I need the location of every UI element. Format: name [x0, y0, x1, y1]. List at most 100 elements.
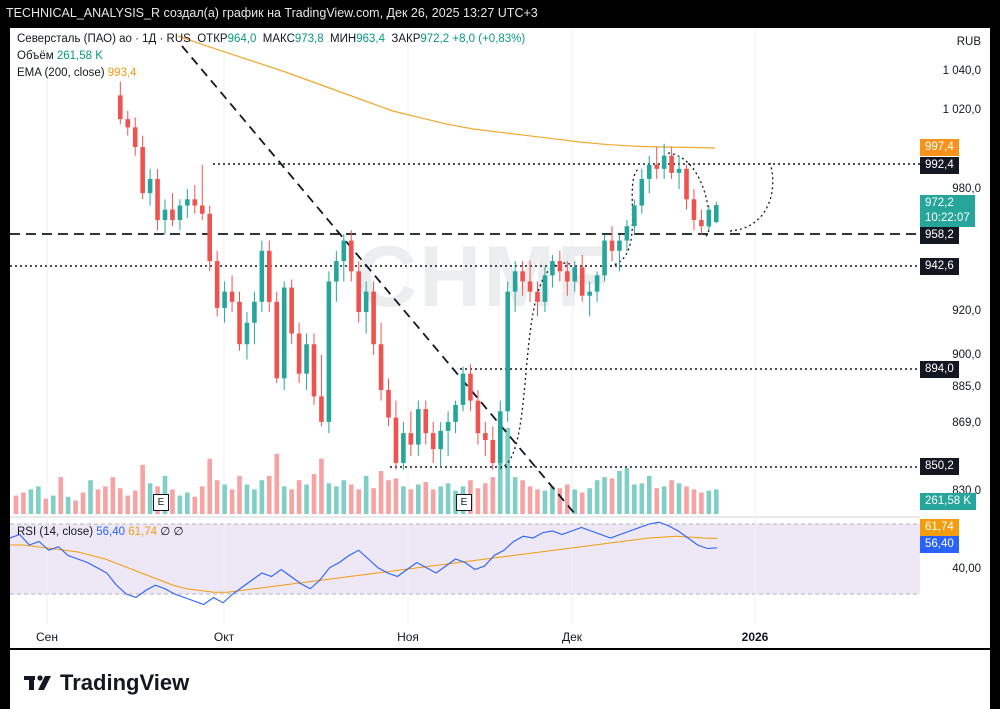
symbol-legend[interactable]: Северсталь (ПАО) ао · 1Д · RUS ОТКР964,0…	[17, 33, 525, 45]
rsi-legend[interactable]: RSI (14, close) 56,40 61,74 ∅ ∅	[17, 524, 183, 538]
volume-bar	[125, 495, 131, 514]
brand-name: TradingView	[60, 670, 190, 695]
rsi-ma-tag: 61,74	[920, 519, 959, 536]
candle-body	[334, 261, 339, 282]
x-label-2026: 2026	[741, 630, 769, 644]
volume-bar	[557, 488, 563, 514]
volume-bar	[103, 486, 108, 514]
candle-body	[468, 373, 473, 401]
volume-bar	[28, 489, 34, 514]
candle-body	[699, 219, 704, 227]
main-chart-svg[interactable]	[10, 28, 920, 648]
close-value: 972,2	[420, 33, 450, 45]
candle-body	[520, 271, 525, 282]
price-tick-885: 885,0	[952, 381, 981, 393]
volume-bar	[356, 489, 361, 514]
volume-bar	[587, 488, 592, 514]
change-value: +8,0 (+0,83%)	[452, 33, 526, 45]
earnings-marker-1[interactable]: E	[153, 494, 169, 511]
candle-body	[646, 164, 652, 179]
candle-body	[237, 301, 242, 345]
low-label: МИН	[330, 33, 357, 45]
candle-body	[267, 250, 272, 302]
volume-bar	[296, 480, 302, 514]
chart-pane[interactable]: CHMF Северсталь (ПАО) ао · 1Д · RUS ОТКР…	[10, 28, 920, 648]
earnings-marker-2[interactable]: E	[456, 494, 472, 511]
chart-header-text: TECHNICAL_ANALYSIS_R создал(а) график на…	[6, 6, 538, 20]
volume-bar	[617, 471, 622, 514]
candle-body	[401, 433, 406, 463]
volume-bar	[304, 484, 309, 514]
volume-bar	[475, 488, 481, 514]
candle-body	[557, 261, 563, 272]
tradingview-logo[interactable]: TradingView	[24, 670, 189, 696]
candle-body	[252, 301, 257, 323]
volume-bar	[311, 474, 317, 514]
volume-bar	[73, 500, 78, 514]
candle-body	[214, 261, 220, 308]
candle-body	[356, 271, 361, 312]
candle-body	[296, 333, 302, 374]
rsi-ma-line	[10, 535, 718, 593]
symbol-name[interactable]: Северсталь (ПАО) ао · 1Д · RUS	[17, 33, 191, 45]
volume-legend[interactable]: Объём 261,58 K	[17, 50, 103, 62]
candle-body	[602, 240, 607, 276]
bar-countdown: 10:22:07	[925, 212, 970, 224]
volume-bar	[684, 486, 689, 514]
volume-bar	[326, 483, 332, 514]
currency-label: RUB	[956, 36, 981, 48]
ema-value: 993,4	[107, 67, 137, 79]
rsi-value: 56,40	[96, 526, 126, 538]
volume-bar	[58, 477, 63, 514]
volume-bar	[714, 489, 719, 514]
volume-bar	[430, 489, 436, 514]
volume-bar	[170, 489, 175, 514]
candle-body	[162, 209, 168, 220]
volume-bar	[110, 477, 116, 514]
volume-bar	[371, 488, 376, 514]
candle-body	[475, 400, 481, 434]
volume-bar	[497, 440, 503, 514]
candle-body	[438, 430, 443, 450]
candle-body	[319, 396, 324, 422]
price-scale[interactable]: RUB 1 040,0 1 020,0 980,0 920,0 900,0 88…	[920, 28, 990, 648]
volume-bar	[363, 475, 369, 514]
volume-bar	[147, 483, 153, 514]
volume-bar	[445, 483, 451, 514]
candle-body	[199, 205, 205, 214]
candle-body	[147, 178, 153, 194]
rsi-line	[10, 521, 718, 606]
candle-body	[371, 291, 376, 345]
volume-bar	[416, 484, 421, 514]
ema-price-tag: 997,4	[920, 139, 959, 156]
volume-bar	[95, 489, 101, 514]
candle-body	[706, 209, 712, 227]
volume-bar	[654, 488, 659, 514]
close-label: ЗАКР	[391, 33, 421, 45]
candle-body	[453, 404, 458, 422]
volume-bar	[252, 489, 257, 514]
candle-body	[669, 155, 674, 173]
candle-body	[430, 433, 436, 450]
volume-bar	[13, 495, 19, 514]
candle-body	[676, 168, 682, 173]
volume-bar	[244, 484, 250, 514]
volume-bar	[118, 488, 123, 514]
rsi-extra: ∅ ∅	[160, 526, 184, 538]
ema-legend[interactable]: EMA (200, close) 993,4	[17, 67, 137, 79]
candle-body	[289, 287, 294, 334]
volume-bar	[490, 477, 496, 514]
volume-bar	[691, 489, 697, 514]
x-label-dec: Дек	[561, 630, 583, 644]
candle-body	[587, 291, 592, 296]
candle-body	[497, 411, 503, 463]
volume-bar	[535, 489, 540, 514]
volume-bar	[274, 453, 280, 514]
candle-body	[274, 301, 280, 379]
candle-body	[579, 267, 585, 296]
volume-bar	[36, 486, 41, 514]
candle-body	[535, 291, 540, 302]
volume-bar	[423, 482, 429, 514]
level-tag-850: 850,2	[920, 458, 959, 475]
volume-bar	[140, 464, 145, 514]
